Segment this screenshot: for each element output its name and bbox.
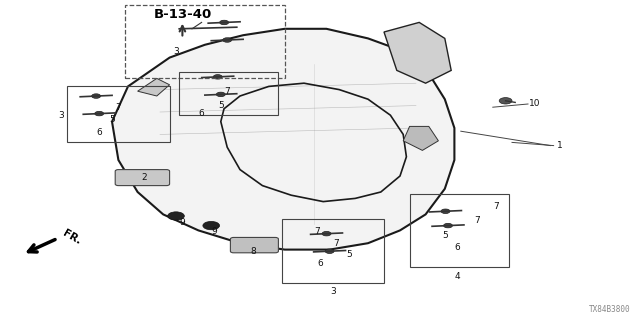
Text: 7: 7 [314,228,319,236]
Text: 5: 5 [442,231,447,240]
Text: 5: 5 [218,101,223,110]
Text: 7: 7 [493,202,499,211]
Text: 2: 2 [141,173,147,182]
Text: 7: 7 [116,103,121,112]
Text: 6: 6 [199,109,204,118]
FancyBboxPatch shape [230,237,278,253]
Circle shape [220,20,228,25]
Circle shape [213,75,222,79]
Circle shape [444,223,452,228]
Polygon shape [384,22,451,83]
Text: B-13-40: B-13-40 [153,8,212,21]
Polygon shape [138,78,170,96]
Circle shape [92,94,100,98]
Circle shape [223,38,232,42]
Circle shape [216,92,225,97]
FancyBboxPatch shape [115,170,170,186]
Text: 7: 7 [333,239,339,248]
Text: 6: 6 [455,244,460,252]
Circle shape [168,212,184,220]
Text: 10: 10 [529,100,540,108]
Polygon shape [403,126,438,150]
Text: 5: 5 [109,116,115,124]
Polygon shape [112,29,454,250]
Circle shape [322,231,331,236]
Circle shape [203,221,220,230]
Text: 4: 4 [455,272,460,281]
Circle shape [441,209,450,213]
Circle shape [325,249,334,253]
Text: 9: 9 [212,228,217,236]
Text: 7: 7 [474,216,479,225]
Text: 6: 6 [97,128,102,137]
Text: 3: 3 [58,111,63,120]
Text: 8: 8 [250,247,255,256]
Text: 9: 9 [180,218,185,227]
Text: TX84B3800: TX84B3800 [589,305,630,314]
Circle shape [95,111,104,116]
Text: 3: 3 [173,47,179,56]
Circle shape [499,98,512,104]
Text: 7: 7 [225,87,230,96]
Text: FR.: FR. [61,228,83,246]
Text: 5: 5 [346,250,351,259]
Text: 6: 6 [317,260,323,268]
Text: 1: 1 [557,141,563,150]
Text: 3: 3 [330,287,335,296]
